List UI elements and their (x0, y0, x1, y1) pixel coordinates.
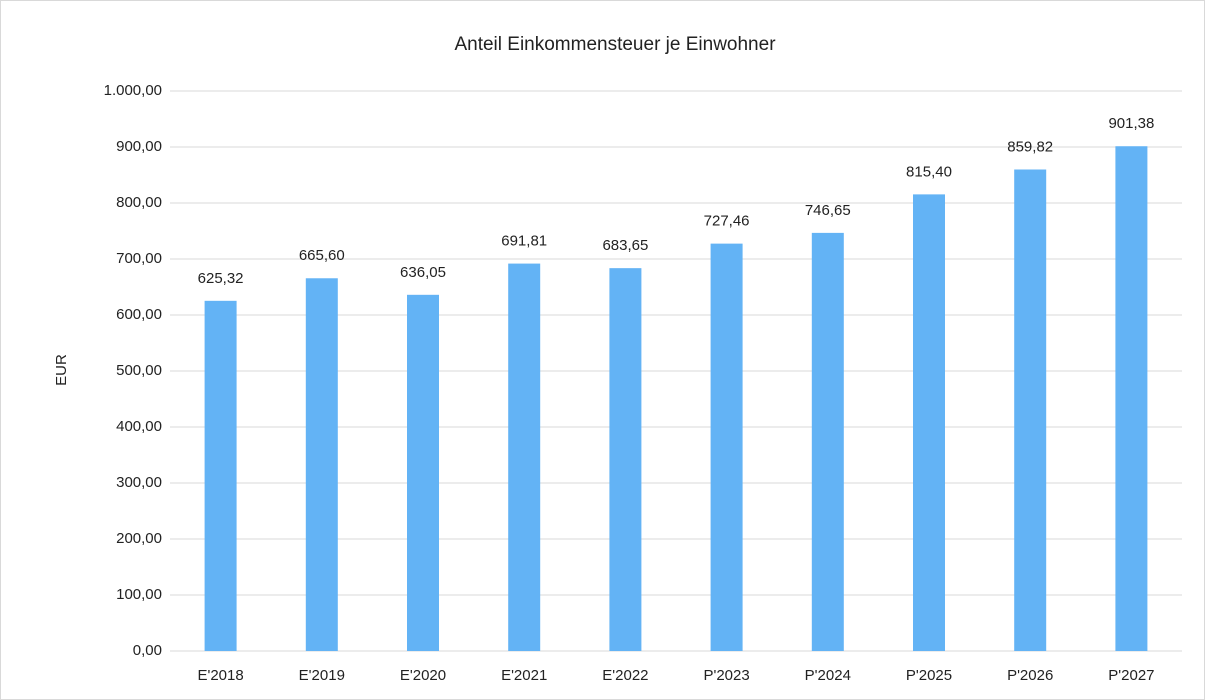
y-tick-label: 1.000,00 (104, 82, 162, 99)
data-label: 636,05 (400, 264, 446, 281)
data-label: 901,38 (1108, 115, 1154, 132)
bar (913, 194, 945, 651)
x-tick-label: E'2019 (299, 667, 345, 684)
y-tick-label: 500,00 (116, 362, 162, 379)
data-label: 691,81 (501, 233, 547, 250)
y-tick-label: 800,00 (116, 194, 162, 211)
x-tick-label: P'2025 (906, 667, 952, 684)
x-tick-label: P'2023 (703, 667, 749, 684)
data-label: 683,65 (602, 237, 648, 254)
y-tick-label: 900,00 (116, 138, 162, 155)
x-tick-label: P'2024 (805, 667, 851, 684)
data-label: 859,82 (1007, 138, 1053, 155)
x-tick-label: E'2022 (602, 667, 648, 684)
bar (609, 268, 642, 651)
data-label: 665,60 (299, 247, 345, 264)
bar (1115, 146, 1148, 651)
x-tick-label: E'2020 (400, 667, 446, 684)
chart-title: Anteil Einkommensteuer je Einwohner (454, 34, 776, 55)
x-tick-label: P'2027 (1108, 667, 1154, 684)
y-tick-label: 0,00 (133, 642, 162, 659)
bar (710, 243, 743, 651)
data-label: 815,40 (906, 163, 952, 180)
data-label: 746,65 (805, 202, 851, 219)
y-tick-label: 200,00 (116, 530, 162, 547)
y-tick-label: 300,00 (116, 474, 162, 491)
x-tick-label: E'2021 (501, 667, 547, 684)
bar (508, 263, 541, 651)
x-tick-label: E'2018 (197, 667, 243, 684)
bar (407, 294, 439, 651)
y-axis-label: EUR (53, 354, 70, 386)
bar (305, 278, 338, 651)
y-tick-label: 600,00 (116, 306, 162, 323)
bar (204, 300, 237, 651)
y-tick-label: 400,00 (116, 418, 162, 435)
data-label: 727,46 (704, 213, 750, 230)
y-tick-label: 100,00 (116, 586, 162, 603)
bar (1014, 169, 1047, 651)
y-tick-label: 700,00 (116, 250, 162, 267)
bar (811, 232, 844, 651)
data-label: 625,32 (198, 270, 244, 287)
x-tick-label: P'2026 (1007, 667, 1053, 684)
